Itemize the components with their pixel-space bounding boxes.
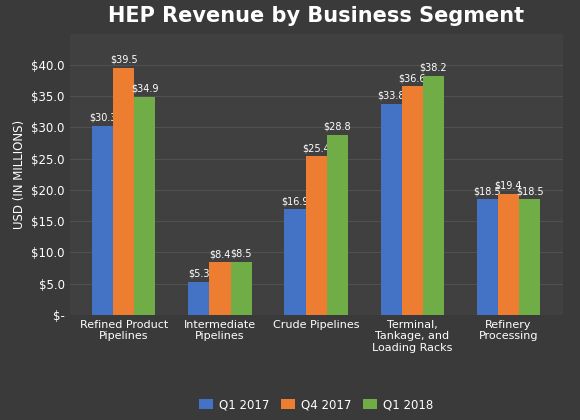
Bar: [209, 262, 230, 315]
Text: $34.9: $34.9: [131, 84, 159, 94]
Text: $36.6: $36.6: [398, 73, 426, 83]
Title: HEP Revenue by Business Segment: HEP Revenue by Business Segment: [108, 6, 524, 26]
Bar: [92, 126, 113, 315]
Bar: [113, 68, 135, 315]
Text: $8.4: $8.4: [209, 249, 231, 259]
Text: $8.5: $8.5: [230, 249, 252, 259]
Bar: [477, 200, 498, 315]
Text: $5.3: $5.3: [188, 269, 209, 279]
Bar: [327, 135, 348, 315]
Text: $33.8: $33.8: [378, 91, 405, 100]
Bar: [519, 200, 540, 315]
Bar: [306, 156, 327, 315]
Bar: [284, 209, 306, 315]
Text: $18.5: $18.5: [516, 186, 543, 196]
Legend: Q1 2017, Q4 2017, Q1 2018: Q1 2017, Q4 2017, Q1 2018: [194, 394, 438, 416]
Bar: [380, 104, 402, 315]
Text: $16.9: $16.9: [281, 196, 309, 206]
Text: $18.5: $18.5: [473, 186, 501, 196]
Text: $30.3: $30.3: [89, 113, 117, 122]
Text: $19.4: $19.4: [495, 181, 522, 191]
Bar: [498, 194, 519, 315]
Bar: [135, 97, 155, 315]
Text: $38.2: $38.2: [419, 63, 447, 73]
Bar: [188, 282, 209, 315]
Text: $39.5: $39.5: [110, 55, 137, 65]
Text: $28.8: $28.8: [324, 122, 351, 132]
Y-axis label: USD (IN MILLIONS): USD (IN MILLIONS): [13, 120, 26, 229]
Bar: [423, 76, 444, 315]
Bar: [402, 86, 423, 315]
Bar: [230, 262, 252, 315]
Text: $25.4: $25.4: [302, 143, 330, 153]
